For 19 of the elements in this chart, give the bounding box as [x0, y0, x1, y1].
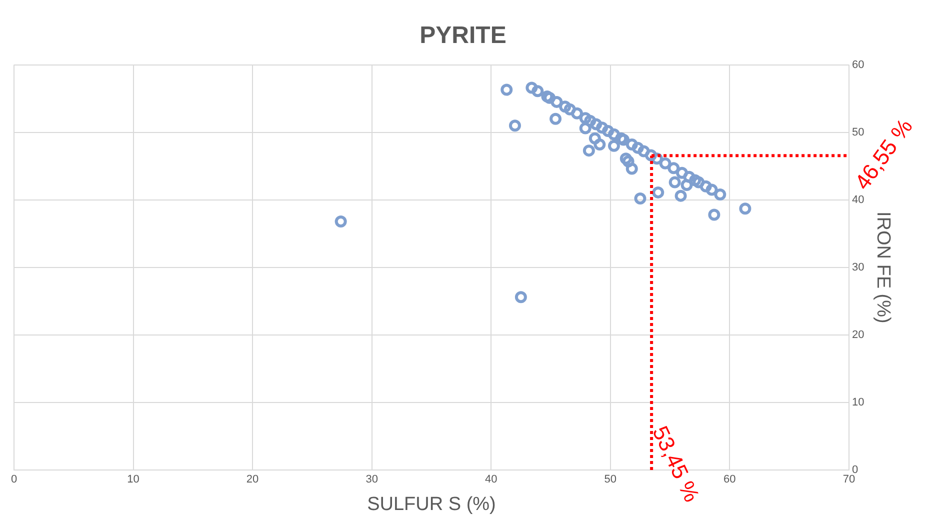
ref-line-label: 53,45 %: [648, 422, 705, 506]
x-tick-label: 40: [485, 474, 498, 486]
x-axis-title: SULFUR S (%): [367, 494, 496, 515]
x-tick-label: 50: [604, 474, 617, 486]
x-tick-label: 10: [127, 474, 140, 486]
x-tick-label: 70: [842, 474, 856, 486]
y-tick-label: 10: [852, 396, 864, 408]
y-axis-title: IRON FE (%): [872, 211, 894, 324]
y-tick-label: 0: [852, 464, 858, 476]
y-tick-label: 20: [852, 328, 864, 341]
y-tick-label: 50: [852, 126, 864, 138]
chart-title: PYRITE: [420, 22, 506, 50]
x-tick-label: 0: [10, 474, 18, 486]
x-tick-label: 20: [246, 474, 259, 486]
x-tick-label: 60: [724, 474, 736, 486]
y-tick-label: 60: [852, 58, 864, 71]
y-tick-label: 30: [852, 261, 864, 274]
y-tick-label: 40: [852, 194, 864, 206]
x-tick-label: 30: [366, 474, 378, 486]
